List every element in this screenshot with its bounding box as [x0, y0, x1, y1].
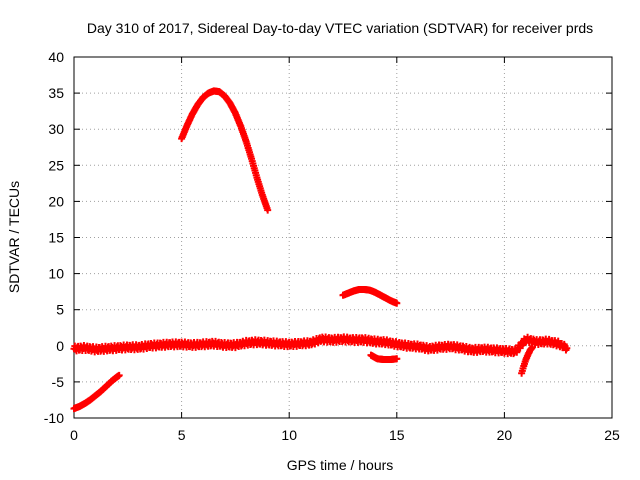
data-points	[70, 87, 571, 413]
y-tick-label: 15	[48, 230, 64, 246]
data-point	[115, 371, 123, 379]
y-tick-label: 35	[48, 85, 64, 101]
x-tick-label: 10	[281, 427, 297, 443]
y-axis-title: SDTVAR / TECUs	[6, 181, 22, 293]
y-tick-label: -10	[44, 410, 64, 426]
data-point	[563, 344, 571, 352]
x-axis-title: GPS time / hours	[287, 457, 394, 473]
chart-title: Day 310 of 2017, Sidereal Day-to-day VTE…	[87, 20, 593, 36]
grid-lines	[74, 57, 612, 418]
series-arc-high-peak	[178, 87, 272, 214]
data-point	[393, 355, 401, 363]
y-tick-label: 30	[48, 121, 64, 137]
series-arc-low-rising	[70, 371, 123, 413]
x-tick-label: 25	[604, 427, 620, 443]
series-near-zero-band	[70, 333, 571, 358]
y-tick-label: 0	[56, 338, 64, 354]
y-tick-label: 40	[48, 49, 64, 65]
x-tick-label: 15	[389, 427, 405, 443]
y-tick-label: 25	[48, 157, 64, 173]
y-tick-label: 20	[48, 193, 64, 209]
x-tick-label: 20	[497, 427, 513, 443]
x-tick-label: 0	[70, 427, 78, 443]
y-tick-label: -5	[52, 374, 65, 390]
axis-ticks: 0 5 10 15 20 25 -10 -5 0 5 10 15 20 25 30 35 40	[44, 49, 620, 443]
y-tick-label: 10	[48, 266, 64, 282]
x-tick-label: 5	[178, 427, 186, 443]
data-point	[264, 206, 272, 214]
data-point	[393, 299, 401, 307]
series-arc-mid-hump	[339, 285, 401, 307]
y-tick-label: 5	[56, 302, 64, 318]
series-arc-short-dip	[367, 351, 401, 364]
series-arc-late-drop	[518, 343, 536, 377]
